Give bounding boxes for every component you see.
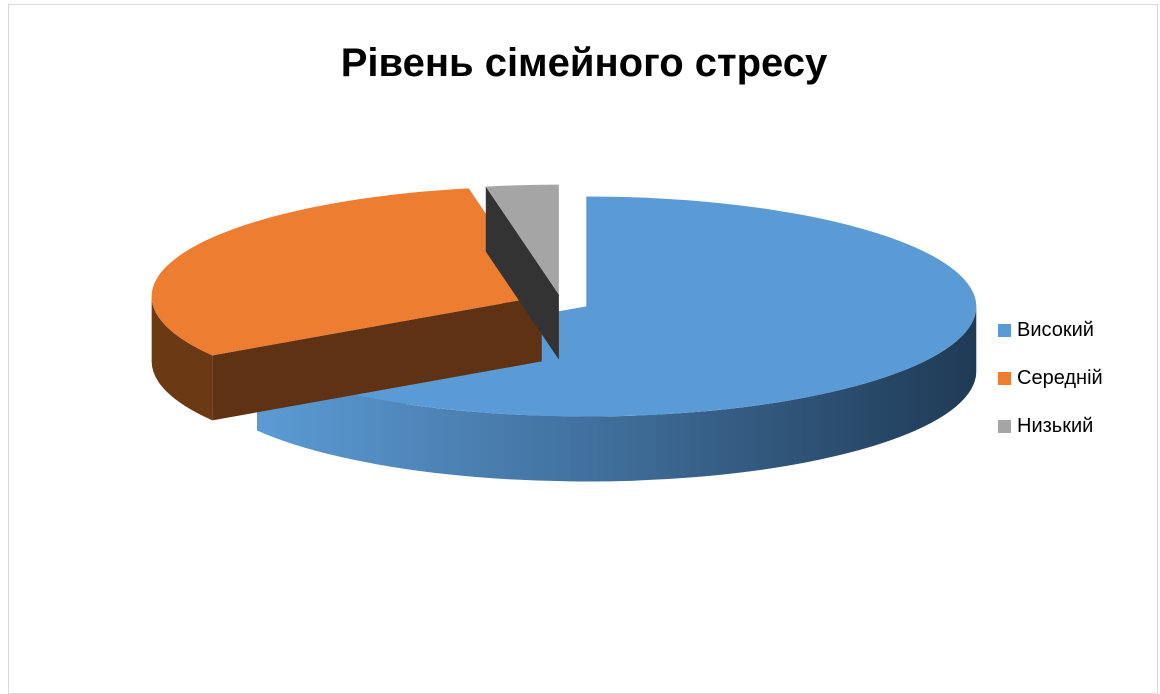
- slice-medium-side: [151, 296, 213, 421]
- chart-title: Рівень сімейного стресу: [340, 41, 828, 85]
- slice-low-top: [485, 184, 559, 295]
- pie-plot: [151, 184, 977, 482]
- legend-swatch-medium: [998, 371, 1011, 385]
- legend-swatch-high: [998, 323, 1011, 337]
- slice-medium: [151, 188, 542, 421]
- slice-medium-top: [151, 188, 542, 356]
- legend-item-high: Високий: [998, 318, 1103, 342]
- legend-item-medium: Середній: [998, 366, 1103, 390]
- legend-label-low: Низький: [1017, 414, 1094, 437]
- pie-group: [151, 184, 977, 482]
- slice-medium-cut-start: [212, 296, 542, 421]
- slice-high-side: [257, 306, 977, 482]
- slice-low-cut-start: [485, 186, 559, 360]
- legend-label-medium: Середній: [1017, 366, 1103, 389]
- legend-swatch-low: [998, 419, 1011, 433]
- legend: Високий Середній Низький: [998, 318, 1103, 462]
- legend-label-high: Високий: [1017, 318, 1094, 341]
- slice-low: [485, 184, 559, 360]
- legend-item-low: Низький: [998, 414, 1103, 438]
